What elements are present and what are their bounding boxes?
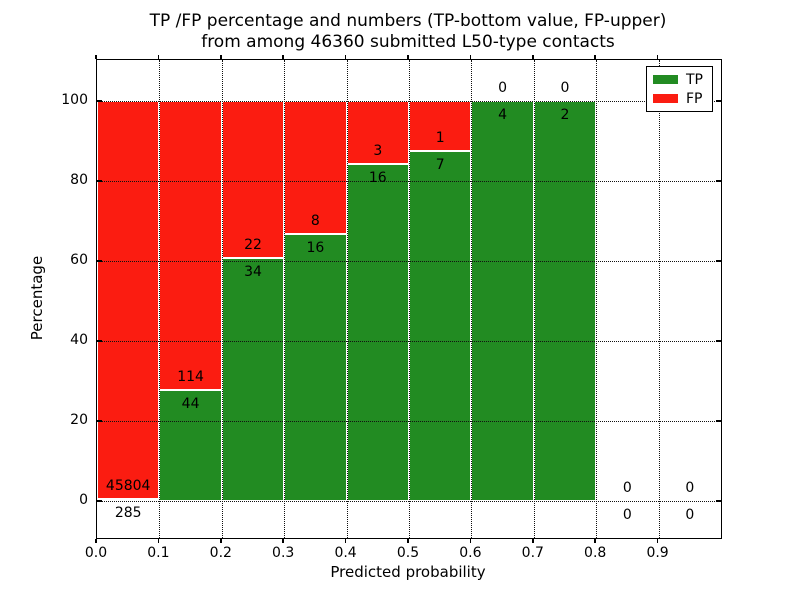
annotation-fp-count: 0 [622,480,632,496]
bar-segment-fp [346,101,409,165]
x-tick-label: 0.6 [459,545,482,561]
gridline-vertical [221,60,223,538]
y-axis-tick [716,260,721,262]
y-tick-label: 80 [70,172,88,188]
bar-segment-tp [97,498,160,501]
annotation-tp-count: 0 [622,507,632,523]
tp-legend-swatch [653,75,678,84]
annotation-tp-count: 16 [368,170,387,187]
annotation-fp-count: 1 [435,130,445,146]
x-axis-tick [407,54,409,59]
x-axis-tick [594,539,596,543]
y-axis-tick [97,420,102,422]
legend-item: FP [653,92,706,106]
bar-segment-fp [97,101,160,499]
x-tick-label: 0.9 [646,545,669,561]
y-axis-tick [97,180,102,182]
x-tick-label: 0.8 [584,545,607,561]
gridline-vertical [533,60,535,538]
y-axis-tick [716,340,721,342]
bar-segment-fp [284,101,347,235]
legend: TP FP [646,66,713,112]
legend-item: TP [653,73,706,87]
y-axis-tick [716,100,721,102]
y-tick-label: 0 [79,492,88,508]
gridline-vertical [284,60,286,538]
legend-item-label: TP [686,71,703,88]
chart-title-line1: TP /FP percentage and numbers (TP-bottom… [149,11,667,31]
x-axis-tick [95,539,97,543]
annotation-fp-count: 0 [560,80,570,96]
x-tick-label: 0.0 [84,545,108,561]
x-axis-tick [157,54,160,59]
gridline-vertical [658,60,660,538]
fp-legend-swatch [653,94,678,103]
y-axis-tick [97,500,102,502]
annotation-fp-count: 8 [310,213,320,230]
x-axis-tick [532,539,534,543]
bar-segment-tp [221,258,285,501]
annotation-tp-count: 34 [244,264,262,281]
bar-segment-tp [409,151,472,501]
y-axis-tick [716,500,721,502]
x-axis-tick [656,539,659,543]
bar-segment-tp [533,101,597,501]
bar-segment-fp [221,101,285,259]
gridline-vertical [159,60,161,538]
y-tick-label: 20 [70,412,88,428]
y-axis-tick [716,180,721,182]
y-tick-label: 60 [70,252,88,268]
x-axis-tick [282,54,284,59]
annotation-fp-count: 0 [685,480,695,496]
gridline-vertical [596,60,598,538]
x-axis-tick [656,54,659,59]
annotation-fp-count: 0 [498,80,508,96]
annotation-fp-count: 3 [373,143,383,160]
x-axis-tick [220,54,222,59]
x-axis-tick [532,54,534,59]
gridline-vertical [409,60,410,538]
y-tick-label: 100 [61,92,88,108]
x-tick-label: 0.3 [272,545,295,561]
gridline-vertical [471,60,473,538]
x-axis-tick [469,539,472,543]
chart-title-line2: from among 46360 submitted L50-type cont… [201,32,615,52]
x-axis-tick [344,54,347,59]
annotation-fp-count: 114 [177,368,204,385]
annotation-tp-count: 7 [435,157,445,173]
y-axis-tick [716,420,721,422]
x-axis-tick [220,539,222,543]
x-tick-label: 0.5 [396,545,420,561]
annotation-tp-count: 285 [114,504,142,521]
x-tick-label: 0.4 [334,545,357,561]
y-tick-label: 40 [70,332,88,348]
x-tick-label: 0.1 [147,545,170,561]
x-axis-tick [344,539,347,543]
annotation-tp-count: 44 [181,395,200,412]
y-axis-label: Percentage [28,255,46,341]
x-axis-tick [282,539,284,543]
x-axis-tick [157,539,160,543]
x-axis-tick [594,54,596,59]
annotation-tp-count: 0 [685,507,695,523]
annotation-tp-count: 2 [560,107,570,123]
plot-area: 45804 285 114 44 22 34 8 16 3 16 1 7 0 4 0 2 0 0 0 0 [96,59,722,539]
gridline-vertical [346,60,348,538]
x-tick-label: 0.2 [209,545,232,561]
annotation-fp-count: 45804 [105,477,151,494]
annotation-fp-count: 22 [244,237,262,254]
x-axis-tick [407,539,409,543]
legend-item-label: FP [686,90,703,107]
y-axis-tick [97,260,102,262]
x-axis-tick [469,54,472,59]
y-axis-tick [97,100,102,102]
annotation-tp-count: 16 [306,240,325,257]
x-tick-label: 0.7 [521,545,544,561]
annotation-tp-count: 4 [498,107,508,123]
bar-segment-tp [471,101,534,501]
x-axis-tick [95,54,97,59]
y-axis-tick [97,340,102,342]
x-axis-label: Predicted probability [330,563,486,581]
